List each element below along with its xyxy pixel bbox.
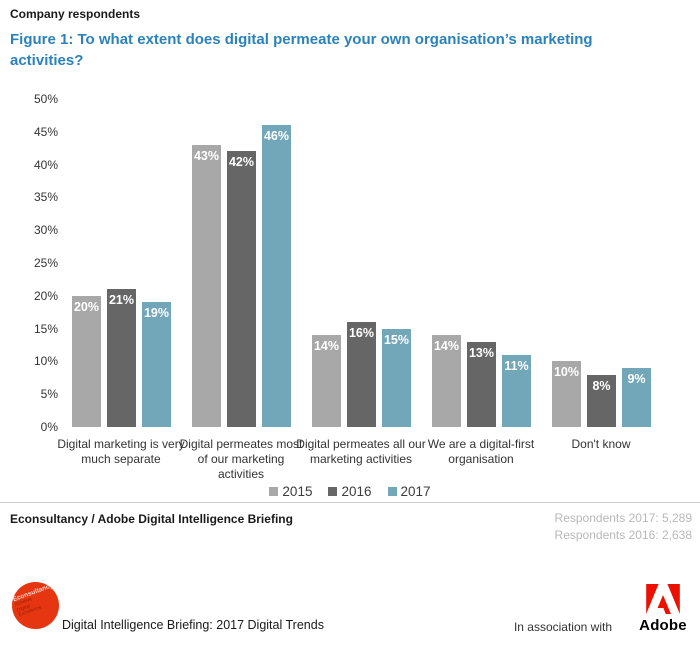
bar-2017: 9%: [622, 368, 651, 427]
divider-line: [0, 502, 700, 503]
bar-value-label: 15%: [383, 333, 410, 347]
y-axis-tick-label: 45%: [33, 124, 58, 139]
adobe-wordmark: Adobe: [639, 617, 687, 634]
bar-2015: 14%: [432, 335, 461, 427]
y-axis-tick-label: 35%: [33, 190, 58, 205]
respondents-note: Respondents 2017: 5,289 Respondents 2016…: [555, 510, 692, 543]
x-axis-category-label: Digital permeates all our marketing acti…: [296, 437, 426, 466]
bar-2015: 14%: [312, 335, 341, 427]
bar-value-label: 9%: [627, 372, 646, 386]
bar-value-label: 10%: [553, 365, 580, 379]
source-attribution: Econsultancy / Adobe Digital Intelligenc…: [10, 512, 293, 526]
econsultancy-logo: Econsultancy Achieve Digital Excellence: [12, 582, 59, 629]
legend-item-2016: 2016: [328, 484, 372, 499]
bar-2016: 8%: [587, 375, 616, 427]
y-axis-tick-label: 5%: [40, 387, 58, 402]
y-axis-tick-label: 0%: [40, 420, 58, 434]
bar-value-label: 43%: [193, 149, 220, 163]
respondents-2017: Respondents 2017: 5,289: [554, 511, 692, 525]
y-axis-tick-label: 20%: [33, 288, 58, 303]
adobe-logo: Adobe: [631, 584, 695, 634]
legend-item-2017: 2017: [387, 484, 431, 499]
bar-value-label: 14%: [433, 339, 460, 353]
bar-2016: 13%: [467, 342, 496, 427]
eyebrow-label: Company respondents: [10, 7, 141, 21]
bar-2016: 42%: [227, 151, 256, 427]
bar-2017: 46%: [262, 125, 291, 427]
y-axis-tick-label: 50%: [33, 92, 58, 106]
bar-2016: 16%: [347, 322, 376, 427]
bar-2015: 10%: [552, 361, 581, 427]
bar-2017: 15%: [382, 329, 411, 427]
x-axis-category-label: Digital marketing is very much separate: [57, 437, 185, 466]
x-axis-category-label: Digital permeates most of our marketing …: [179, 437, 303, 481]
bar-2017: 19%: [142, 302, 171, 427]
chart-legend: 2015 2016 2017: [65, 484, 635, 499]
y-axis-tick-label: 40%: [33, 157, 58, 172]
legend-label: 2016: [341, 484, 372, 499]
bar-value-label: 21%: [108, 293, 135, 307]
report-title: Digital Intelligence Briefing: 2017 Digi…: [62, 618, 324, 632]
bar-value-label: 46%: [263, 129, 290, 143]
association-text: In association with: [513, 620, 612, 634]
legend-label: 2015: [282, 484, 313, 499]
adobe-a-icon: [646, 584, 680, 614]
legend-swatch-2016: [328, 487, 338, 496]
respondents-2016: Respondents 2016: 2,638: [554, 527, 692, 542]
x-axis-category-label: We are a digital-first organisation: [427, 437, 535, 466]
bar-2017: 11%: [502, 355, 531, 427]
bar-value-label: 42%: [228, 155, 255, 169]
x-axis-category-label: Don't know: [571, 437, 631, 451]
bar-value-label: 8%: [592, 379, 611, 393]
legend-swatch-2015: [269, 487, 279, 496]
bar-value-label: 20%: [73, 300, 100, 314]
legend-item-2015: 2015: [269, 484, 312, 499]
figure-title: Figure 1: To what extent does digital pe…: [10, 31, 593, 69]
bar-2015: 43%: [192, 145, 221, 427]
bar-2015: 20%: [72, 296, 101, 427]
y-axis-tick-label: 30%: [33, 223, 58, 238]
legend-swatch-2017: [387, 487, 397, 496]
bar-value-label: 19%: [143, 306, 170, 320]
bar-value-label: 13%: [468, 346, 495, 360]
bar-value-label: 14%: [313, 339, 340, 353]
legend-label: 2017: [400, 484, 431, 499]
y-axis-tick-label: 25%: [33, 256, 58, 270]
y-axis-tick-label: 10%: [33, 354, 58, 369]
y-axis-tick-label: 15%: [33, 321, 58, 336]
bar-value-label: 11%: [504, 359, 529, 373]
bar-value-label: 16%: [348, 326, 375, 340]
bar-2016: 21%: [107, 289, 136, 427]
